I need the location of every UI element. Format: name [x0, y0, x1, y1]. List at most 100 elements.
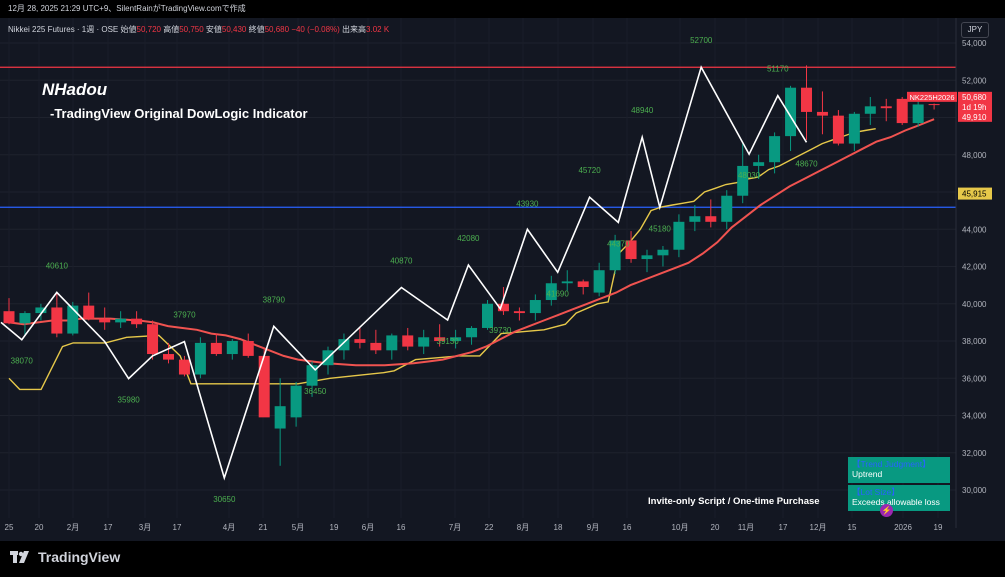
- horizontal-lines: [0, 66, 956, 208]
- x-tick-label: 2026: [894, 523, 912, 532]
- x-tick-label: 17: [779, 523, 788, 532]
- zigzag-line: [0, 65, 808, 481]
- candle-body: [226, 341, 238, 355]
- candle-body: [306, 365, 318, 386]
- pivot-label: 40870: [390, 257, 413, 266]
- candle-body: [450, 337, 462, 341]
- x-tick-label: 17: [104, 523, 113, 532]
- candle-body: [370, 342, 382, 351]
- x-tick-label: 7月: [449, 523, 461, 532]
- pivot-label: 36450: [304, 387, 327, 396]
- candle-body: [163, 354, 174, 360]
- lot-box-value: Exceeds allowable loss: [852, 497, 940, 507]
- candle-body: [705, 216, 717, 222]
- candle-body: [721, 195, 733, 222]
- y-tick-label: 52,000: [962, 76, 987, 85]
- x-tick-label: 20: [35, 523, 44, 532]
- countdown-tag: 1d 19h: [962, 103, 986, 112]
- x-tick-label: 25: [5, 523, 14, 532]
- close-value: 50,680: [264, 25, 290, 34]
- x-tick-label: 6月: [362, 523, 374, 532]
- y-tick-label: 54,000: [962, 39, 987, 48]
- candle-body: [338, 339, 350, 351]
- x-tick-label: 16: [397, 523, 406, 532]
- candle-body: [35, 307, 47, 314]
- indicator-subtitle: -TradingView Original DowLogic Indicator: [50, 106, 308, 121]
- pivot-label: 41690: [547, 289, 570, 298]
- yellow-tag: 45,915: [962, 190, 987, 199]
- candle-body: [290, 385, 302, 418]
- pivot-label: 44370: [607, 239, 630, 248]
- high-label: 高値: [163, 25, 180, 34]
- y-tick-label: 32,000: [962, 449, 987, 458]
- x-tick-label: 18: [554, 523, 563, 532]
- last-price-tag-bg: [958, 91, 992, 122]
- candle-body: [513, 311, 525, 314]
- brand-name: TradingView: [38, 549, 121, 565]
- candle-body: [210, 342, 222, 355]
- top-bar: 12月 28, 2025 21:29 UTC+9、SilentRainがTrad…: [0, 0, 1005, 18]
- chart-area[interactable]: 38070 40610 37970 35980 30650 38790 36450 40870…: [0, 18, 1005, 541]
- pivot-label: 37970: [173, 311, 196, 320]
- yellow-tag-bg: [958, 187, 992, 200]
- x-tick-label: 16: [623, 523, 632, 532]
- candle-body: [673, 221, 685, 250]
- pivot-label: 45180: [649, 224, 672, 233]
- candle-body: [689, 216, 701, 222]
- x-tick-label: 2月: [67, 523, 79, 532]
- pivot-label: 35980: [118, 396, 141, 405]
- change-value: −40 (−0.08%): [291, 25, 340, 34]
- volume-value: 3.02 K: [366, 25, 390, 34]
- candle-body: [609, 240, 621, 271]
- notice-text: Invite-only Script / One-time Purchase: [648, 496, 820, 507]
- candle-body: [402, 335, 414, 347]
- currency-button[interactable]: JPY: [961, 22, 989, 38]
- x-tick-label: 10月: [672, 523, 689, 532]
- candle-body: [99, 318, 111, 323]
- pivot-label: 52700: [690, 36, 713, 45]
- close-label: 終値: [248, 25, 265, 34]
- candle-body: [753, 162, 765, 166]
- candles: [3, 65, 940, 466]
- symbol-tag-bg: [907, 91, 957, 102]
- candle-body: [386, 335, 398, 351]
- lightning-icon[interactable]: ⚡: [880, 504, 893, 517]
- candle-body: [418, 337, 430, 347]
- y-tick-label: 44,000: [962, 225, 987, 234]
- volume-label: 出来高: [342, 25, 367, 34]
- brand[interactable]: TradingView: [10, 549, 120, 565]
- candle-body: [561, 281, 573, 284]
- high-value: 50,750: [179, 25, 204, 34]
- price-chart[interactable]: 38070 40610 37970 35980 30650 38790 36450 40870…: [0, 18, 1005, 541]
- pivot-label: 42080: [457, 234, 480, 243]
- candle-body: [785, 87, 797, 137]
- candle-body: [3, 311, 15, 324]
- low-label: 安値: [205, 25, 222, 34]
- x-tick-label: 12月: [810, 523, 827, 532]
- top-bar-text: 12月 28, 2025 21:29 UTC+9、SilentRainがTrad…: [8, 4, 246, 13]
- pivot-label: 48030: [738, 171, 761, 180]
- candle-body: [832, 115, 844, 144]
- candle-body: [497, 303, 509, 312]
- candle-body: [83, 305, 95, 319]
- pivot-label: 30650: [213, 495, 236, 504]
- red-moving-average: [8, 118, 935, 367]
- candle-body: [880, 106, 892, 109]
- y-tick-label: 30,000: [962, 486, 987, 495]
- low-value: 50,430: [221, 25, 247, 34]
- candle-body: [896, 98, 908, 124]
- candle-body: [178, 359, 190, 375]
- open-label: 始値: [120, 25, 137, 34]
- candle-body: [928, 104, 940, 106]
- x-tick-label: 9月: [587, 523, 599, 532]
- red-ma-path: [8, 118, 935, 367]
- candle-body: [51, 307, 63, 334]
- x-tick-label: 17: [173, 523, 182, 532]
- trend-box-title: 【Trend Judgment】: [852, 459, 931, 469]
- x-tick-label: 19: [934, 523, 943, 532]
- x-tick-label: 21: [259, 523, 268, 532]
- candle-body: [194, 342, 206, 375]
- pivot-label: 48940: [631, 106, 654, 115]
- x-tick-label: 8月: [517, 523, 529, 532]
